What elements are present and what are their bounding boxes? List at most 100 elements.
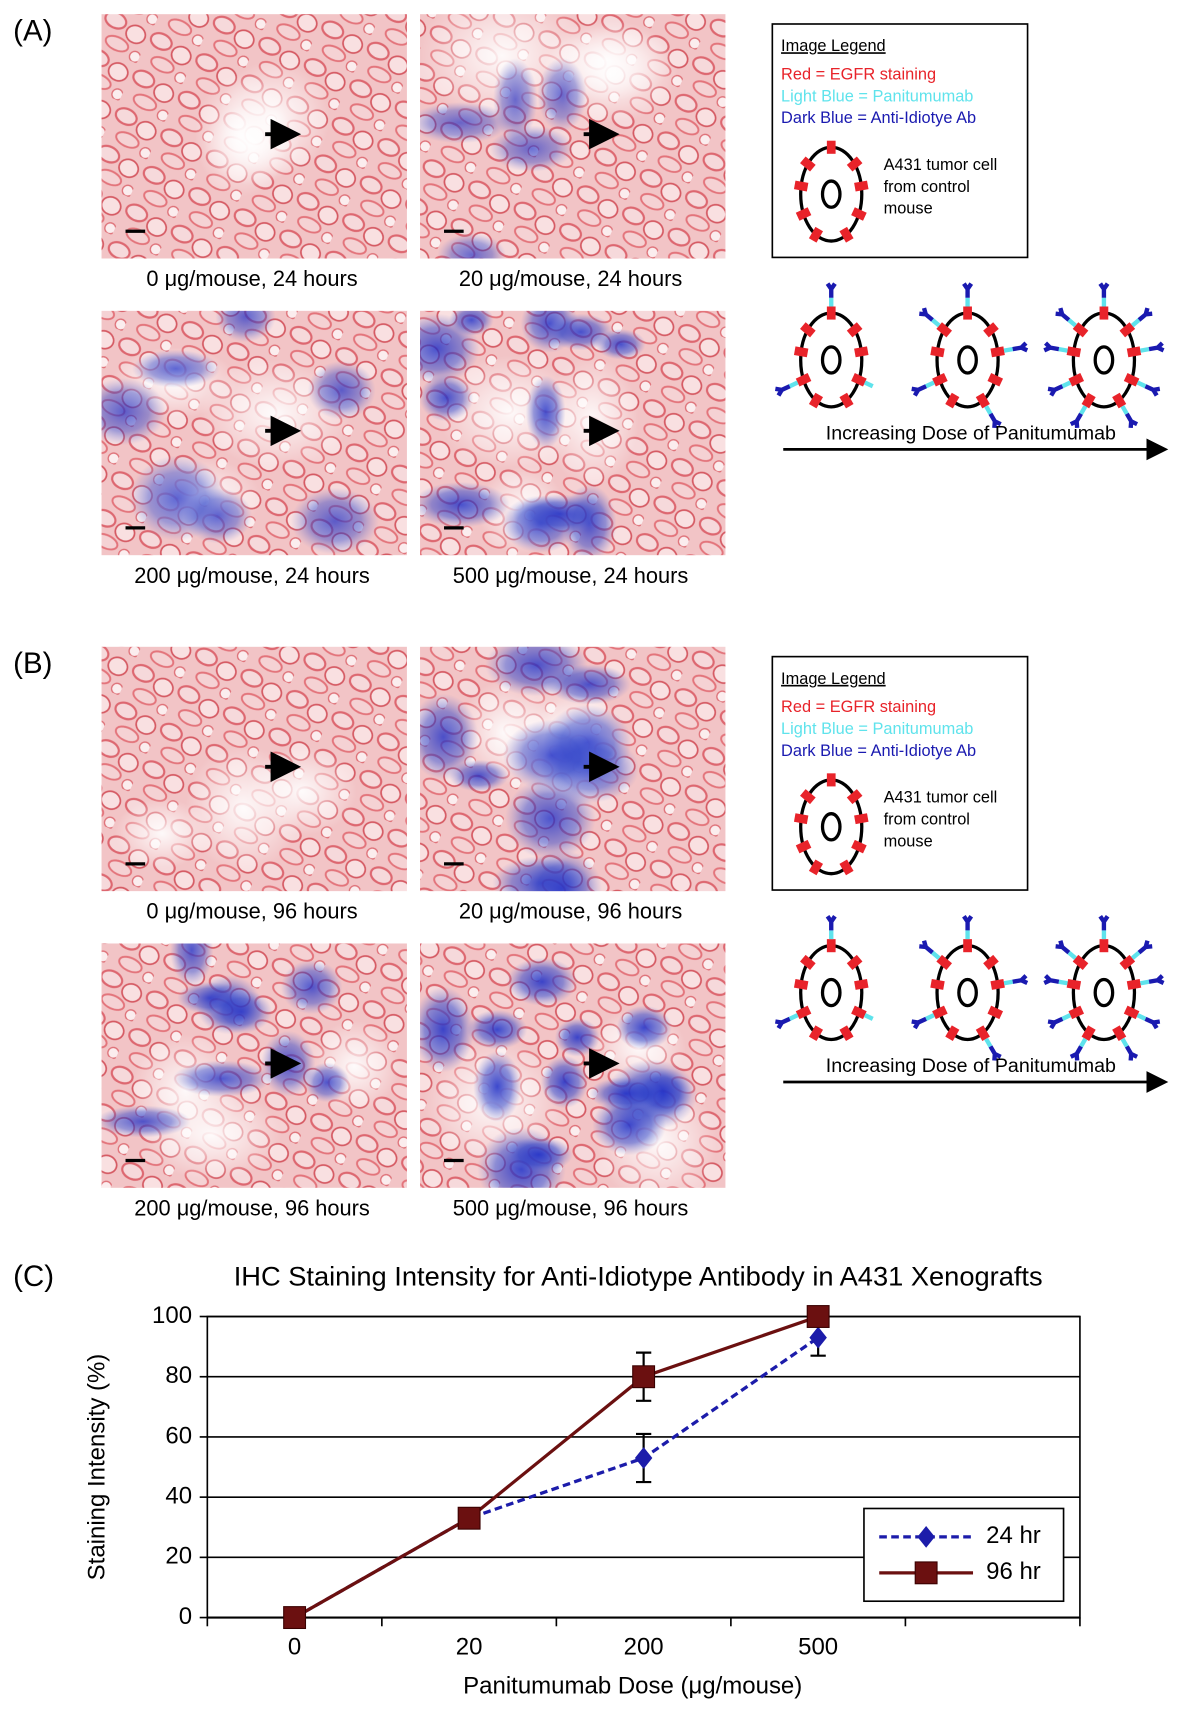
egfr — [839, 392, 854, 409]
legend-line: Dark Blue = Anti-Idiotye Ab — [781, 109, 976, 127]
anti-idiotype — [919, 307, 934, 322]
egfr — [793, 346, 809, 358]
image-caption: 500 μg/mouse, 24 hours — [453, 563, 689, 588]
egfr — [851, 1005, 867, 1020]
blue-stain — [101, 1105, 191, 1138]
anti-idiotype — [962, 915, 974, 931]
anti-idiotype — [1144, 384, 1161, 397]
legend-label: 96 hr — [986, 1558, 1041, 1585]
egfr — [930, 978, 945, 990]
egfr — [826, 773, 836, 787]
egfr — [936, 322, 953, 338]
blue-stain — [420, 481, 510, 528]
image-caption: 200 μg/mouse, 24 hours — [134, 563, 370, 588]
anti-idiotype — [1069, 1045, 1083, 1061]
blue-stain — [304, 1062, 350, 1103]
egfr — [1119, 954, 1136, 970]
legend-title: Image Legend — [781, 37, 886, 55]
stain-layer — [194, 60, 330, 197]
egfr — [839, 226, 854, 243]
anti-idiotype — [825, 915, 837, 931]
blue-stain — [420, 693, 479, 781]
egfr — [793, 180, 809, 192]
anti-idiotype — [1144, 1016, 1161, 1030]
blue-stain — [131, 349, 220, 388]
egfr — [932, 1005, 948, 1020]
panitumumab — [1136, 1013, 1147, 1021]
panitumumab — [1140, 979, 1150, 986]
egfr — [945, 1025, 960, 1042]
blue-stain — [506, 957, 578, 1006]
egfr — [854, 813, 869, 825]
diagram-label: Increasing Dose of Panitumumab — [826, 422, 1116, 444]
y-tick-label: 100 — [152, 1302, 192, 1329]
stain-layer — [420, 14, 679, 259]
panitumumab — [925, 1013, 935, 1021]
panel-label: (B) — [13, 647, 52, 680]
panitumumab — [788, 380, 799, 389]
anti-idiotype — [988, 1045, 1002, 1061]
cell-diagram — [911, 282, 1029, 429]
stain-layer — [101, 310, 379, 555]
blue-stain — [537, 57, 587, 133]
marker — [283, 1606, 307, 1630]
cell-diagram — [774, 282, 874, 409]
legend-line: Light Blue = Panitumumab — [781, 720, 973, 738]
panitumumab — [984, 405, 993, 415]
egfr — [1123, 373, 1140, 387]
cell-label: mouse — [884, 832, 933, 850]
cell-diagram — [1043, 282, 1165, 429]
panitumumab — [1079, 1037, 1088, 1048]
legend-box — [771, 655, 1029, 891]
panitumumab — [931, 318, 941, 328]
egfr — [851, 839, 867, 854]
panitumumab — [1079, 405, 1088, 415]
egfr — [930, 346, 945, 358]
anti-idiotype — [1069, 412, 1083, 429]
x-axis-title: Panitumumab Dose (μg/mouse) — [463, 1673, 802, 1700]
panel-label: (A) — [13, 15, 52, 48]
blue-stain — [493, 58, 538, 142]
blue-stain — [449, 310, 494, 336]
anti-idiotype — [774, 1016, 791, 1030]
egfr — [1068, 1005, 1085, 1020]
anti-idiotype — [1098, 915, 1110, 931]
blue-stain — [525, 375, 566, 449]
marker — [632, 1365, 656, 1389]
panitumumab — [1003, 979, 1014, 986]
egfr — [990, 978, 1005, 990]
egfr — [1066, 978, 1082, 990]
cell-nucleus — [957, 977, 978, 1008]
egfr — [975, 1025, 990, 1042]
egfr — [846, 789, 863, 805]
egfr — [826, 140, 836, 154]
cell-label: from control — [884, 811, 970, 829]
legend-box — [863, 1507, 1065, 1603]
cell-nucleus — [1093, 345, 1115, 375]
y-tick-label: 40 — [165, 1482, 192, 1509]
egfr — [983, 954, 999, 970]
egfr — [983, 322, 999, 338]
egfr — [808, 1025, 824, 1042]
panitumumab — [1003, 346, 1014, 353]
blue-stain — [215, 310, 276, 343]
cell-nucleus — [957, 345, 978, 375]
panitumumab — [984, 1037, 993, 1048]
egfr — [795, 839, 812, 854]
egfr — [793, 813, 809, 825]
egfr — [1066, 346, 1082, 358]
anti-idiotype — [1043, 341, 1060, 353]
egfr — [1112, 392, 1127, 409]
anti-idiotype — [1055, 307, 1071, 322]
egfr — [808, 392, 824, 409]
anti-idiotype — [988, 412, 1002, 429]
anti-idiotype — [1124, 1045, 1139, 1061]
legend-line: Red = EGFR staining — [781, 698, 936, 716]
blue-stain — [589, 1076, 664, 1111]
blue-stain — [554, 1018, 600, 1057]
egfr — [1126, 346, 1142, 358]
anti-idiotype — [911, 1016, 927, 1030]
y-axis-title: Staining Intensity (%) — [84, 1354, 111, 1581]
egfr — [795, 373, 812, 387]
blue-stain — [504, 1136, 573, 1173]
